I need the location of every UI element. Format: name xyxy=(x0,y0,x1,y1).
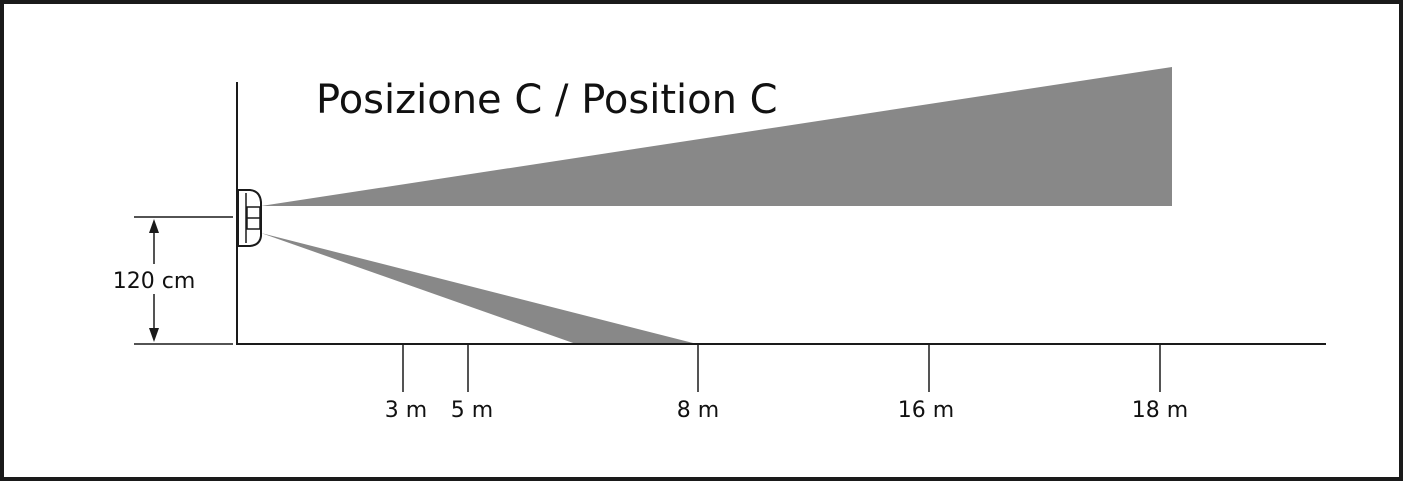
distance-label-5m: 5 m xyxy=(451,398,493,423)
upper-detection-beam xyxy=(261,67,1172,206)
height-dimension: 120 cm xyxy=(104,216,233,345)
detection-range-diagram: Posizione C / Position C 120 cm xyxy=(104,67,1326,423)
distance-label-3m: 3 m xyxy=(385,398,427,423)
distance-label-18m: 18 m xyxy=(1132,398,1188,423)
distance-ticks xyxy=(402,344,1161,392)
height-label: 120 cm xyxy=(113,269,196,294)
sensor-device-icon xyxy=(237,189,262,247)
distance-label-8m: 8 m xyxy=(677,398,719,423)
lower-detection-beam xyxy=(261,233,697,344)
distance-labels: 3 m 5 m 8 m 16 m 18 m xyxy=(385,398,1188,423)
diagram-title: Posizione C / Position C xyxy=(316,77,778,123)
distance-label-16m: 16 m xyxy=(898,398,954,423)
